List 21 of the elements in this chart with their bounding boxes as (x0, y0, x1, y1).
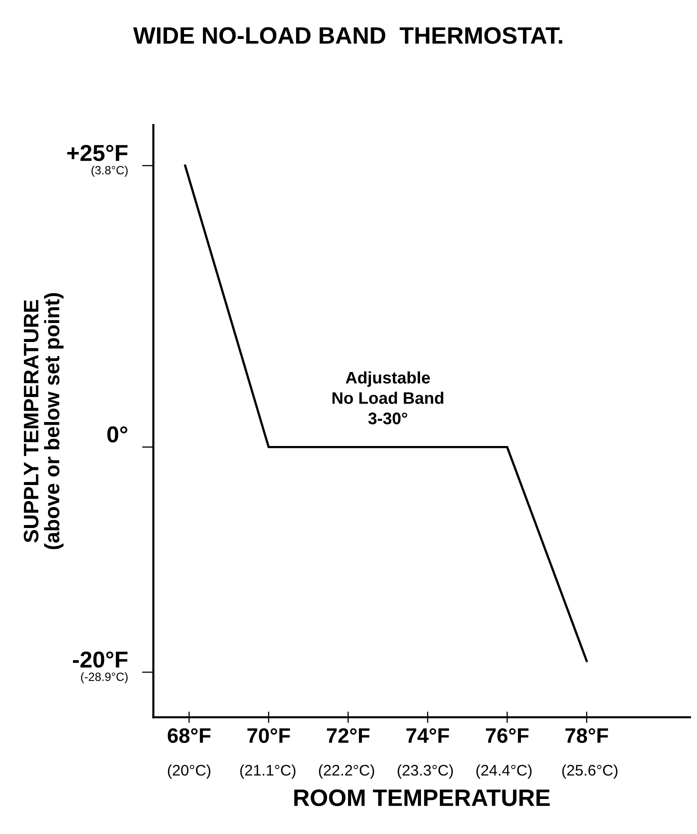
x2-tick-label: (22.2°C) (318, 764, 374, 779)
x2-tick-label: (23.3°C) (398, 764, 453, 779)
x2-tick-label: (21.1°C) (240, 764, 296, 779)
x-axis-title: ROOM TEMPERATURE (294, 789, 550, 806)
x-tick-label: 68°F (168, 728, 210, 743)
y2-tick-label: (-28.9°C) (81, 672, 128, 684)
x2-tick-label: (25.6°C) (562, 764, 618, 779)
chart-title: WIDE NO-LOAD BAND THERMOSTAT. (133, 27, 562, 44)
y-axis-title: SUPPLY TEMPERATURE (above or below set point) (24, 293, 64, 550)
x-tick-label: 76°F (486, 728, 529, 743)
y-tick-label: -20°F (72, 651, 128, 668)
x-tick-label: 70°F (247, 728, 290, 743)
x2-tick-label: (20°C) (168, 764, 210, 779)
y-tick-label: +25°F (67, 144, 128, 162)
y-tick-label: 0° (107, 426, 128, 443)
y2-tick-label: (3.8°C) (92, 166, 128, 177)
x-tick-label: 78°F (565, 728, 608, 743)
annotation: Adjustable No Load Band 3-30° (332, 371, 444, 424)
x-tick-label: 74°F (406, 728, 450, 743)
x2-tick-label: (24.4°C) (476, 764, 532, 779)
x-tick-label: 72°F (326, 728, 370, 743)
